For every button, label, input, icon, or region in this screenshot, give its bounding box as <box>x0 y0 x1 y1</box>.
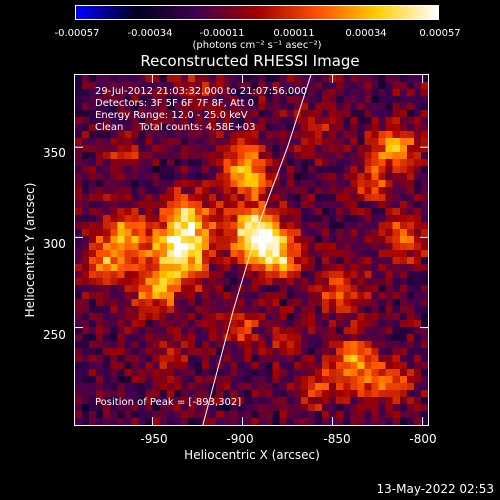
x-tick-label: -950 <box>140 432 168 446</box>
y-tick-label: 300 <box>43 237 66 251</box>
colorbar-tick: -0.00057 <box>54 28 100 39</box>
solar-limb-line <box>202 74 312 426</box>
colorbar-tick: -0.00011 <box>199 28 245 39</box>
colorbar-tick: 0.00034 <box>345 28 387 39</box>
x-tick-label: -800 <box>409 432 437 446</box>
colorbar-tick: 0.00011 <box>273 28 315 39</box>
x-axis-label: Heliocentric X (arcsec) <box>184 448 320 462</box>
colorbar-tick: -0.00034 <box>127 28 173 39</box>
colorbar-tick: 0.00057 <box>419 28 461 39</box>
colorbar-unit-label: (photons cm⁻² s⁻¹ asec⁻²) <box>192 40 322 51</box>
time-range-text: 29-Jul-2012 21:03:32.000 to 21:07:56.000 <box>95 86 307 97</box>
y-tick-marks <box>75 146 428 329</box>
y-axis-label: Heliocentric Y (arcsec) <box>23 182 37 318</box>
x-tick-label: -850 <box>323 432 351 446</box>
y-tick-label: 250 <box>43 328 66 342</box>
x-tick-label: -900 <box>226 432 254 446</box>
x-tick-marks <box>151 75 424 425</box>
clean-counts-text: Clean Total counts: 4.58E+03 <box>95 122 256 133</box>
plot-title: Reconstructed RHESSI Image <box>140 52 360 70</box>
y-tick-label: 350 <box>43 146 66 160</box>
footer-date: 13-May-2022 02:53 <box>376 482 494 496</box>
colorbar <box>75 5 439 20</box>
detectors-text: Detectors: 3F 5F 6F 7F 8F, Att 0 <box>95 98 255 109</box>
peak-position-text: Position of Peak = [-893,302] <box>95 397 242 408</box>
energy-range-text: Energy Range: 12.0 - 25.0 keV <box>95 110 248 121</box>
